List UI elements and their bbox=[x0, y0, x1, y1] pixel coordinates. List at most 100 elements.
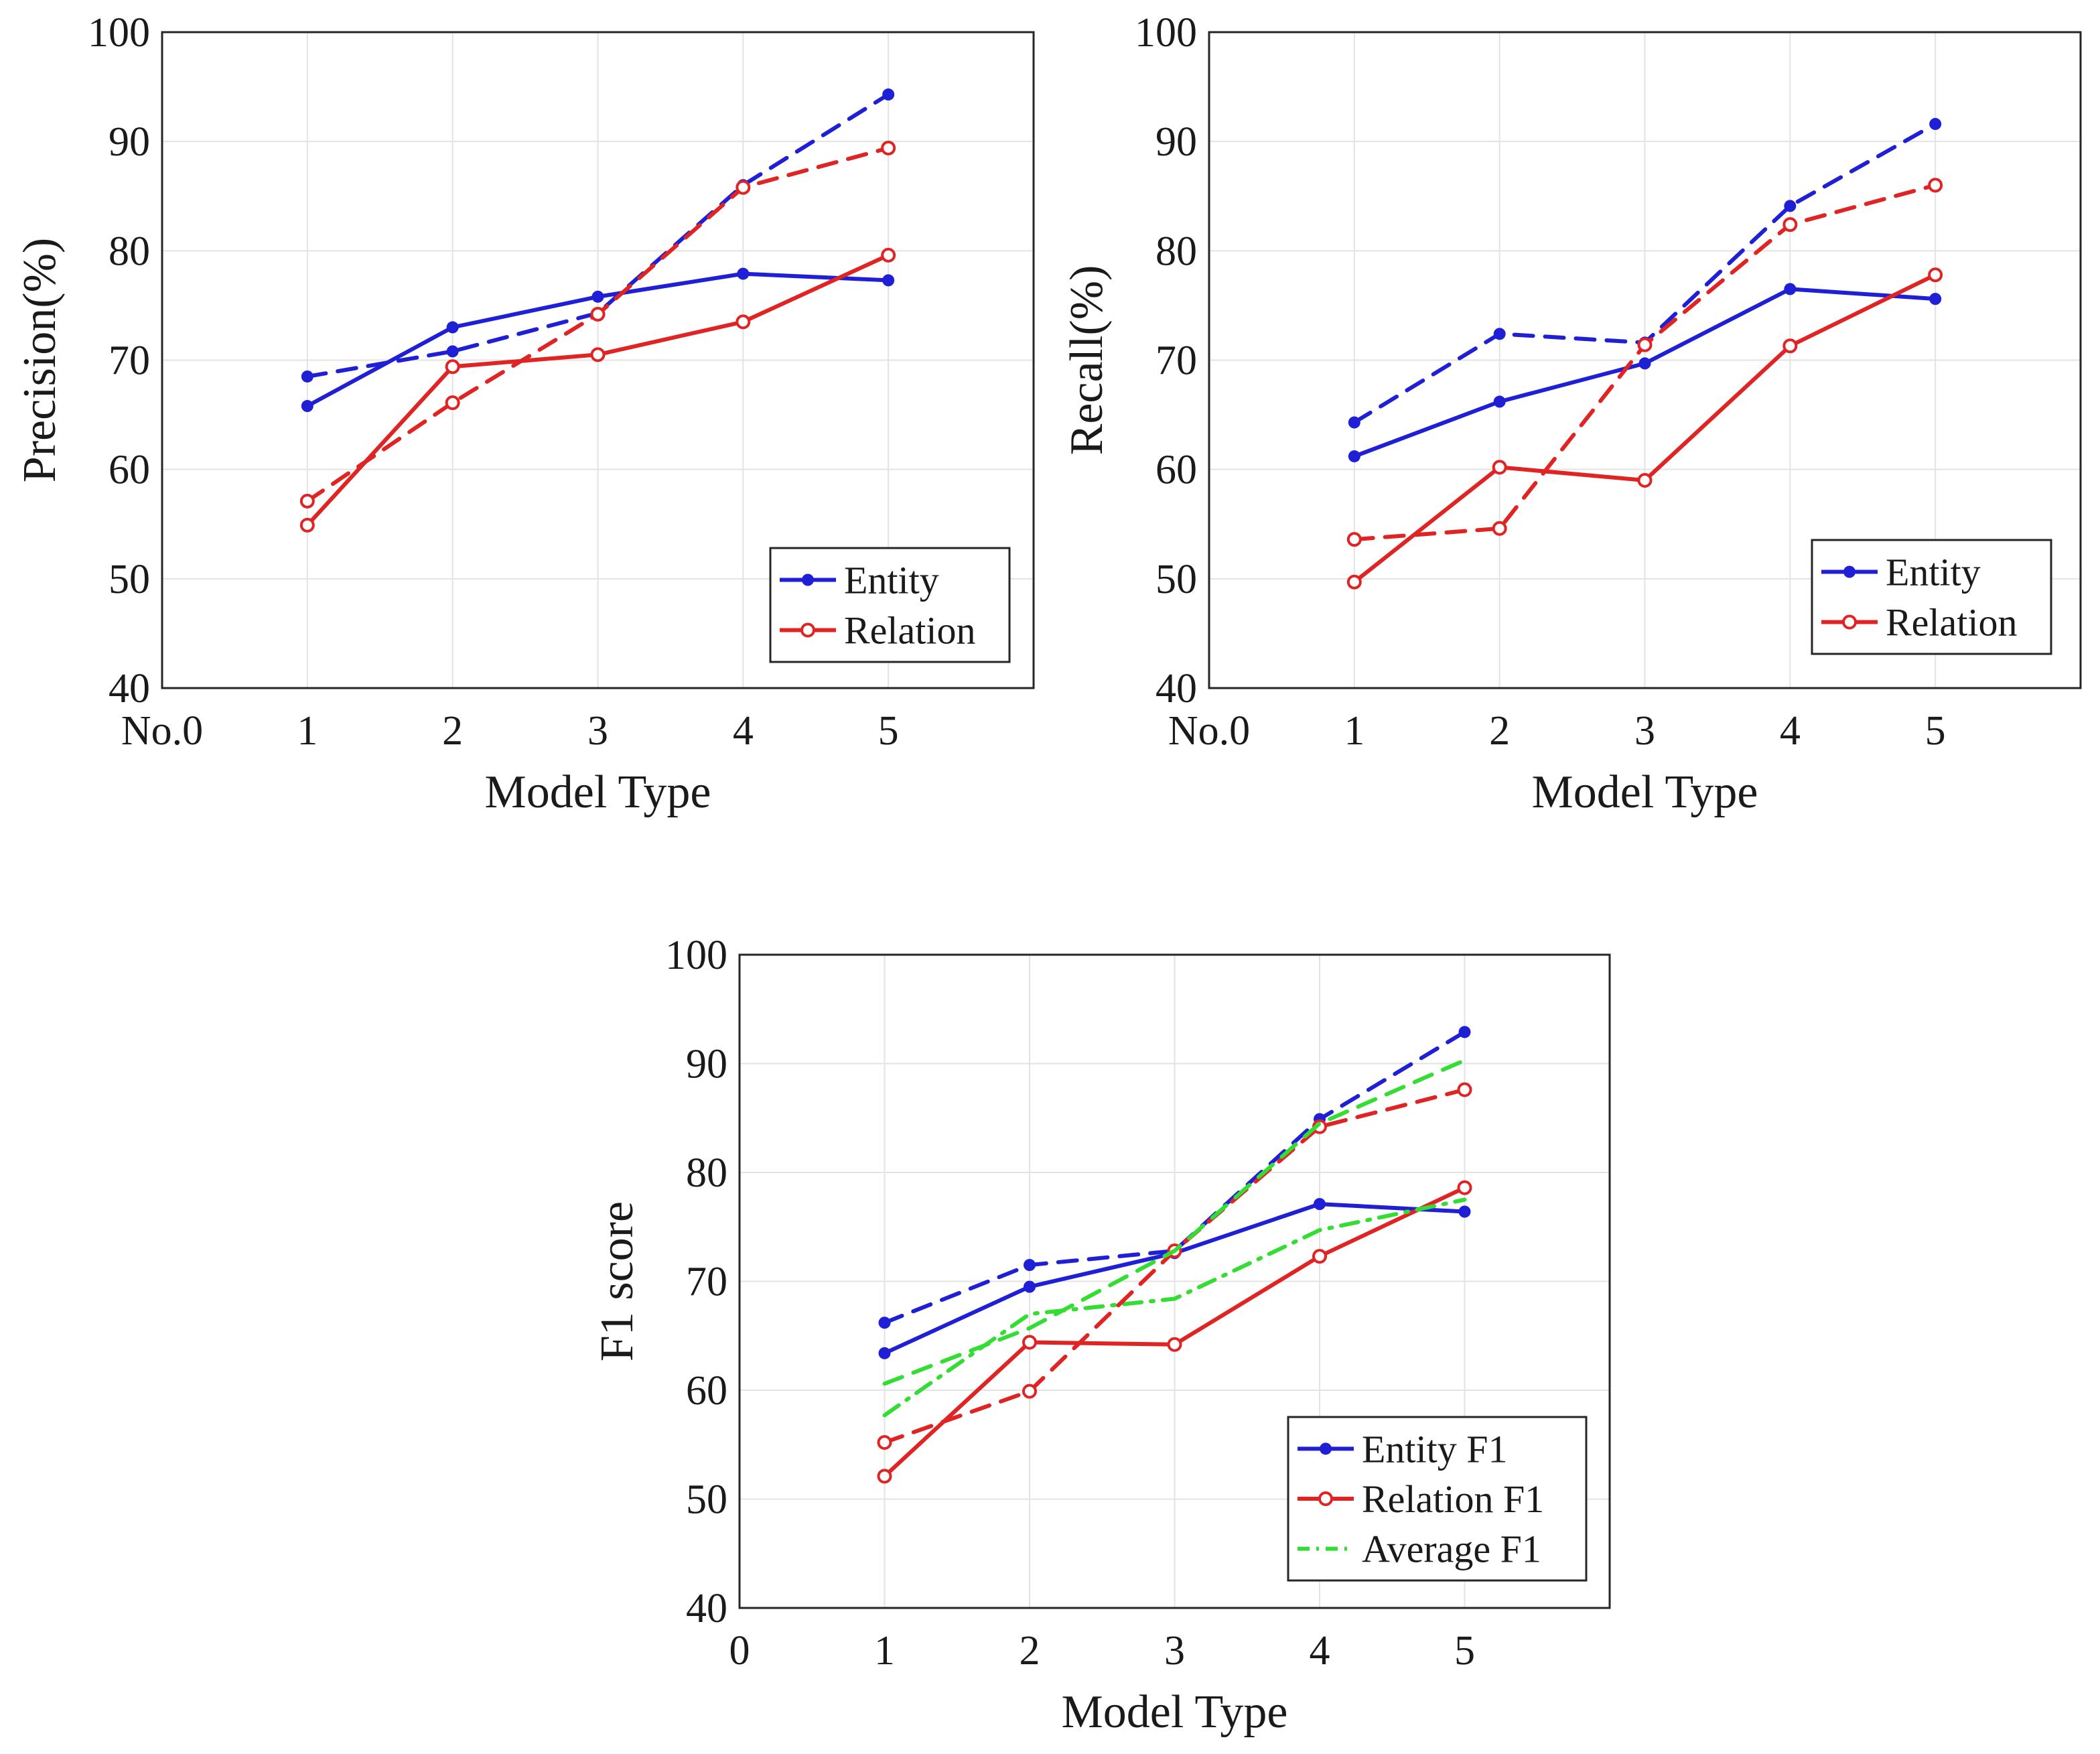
data-point-entity bbox=[882, 274, 895, 287]
series-group bbox=[877, 1026, 1472, 1484]
plot-frame bbox=[738, 953, 1611, 1609]
data-point-relation-dashed bbox=[1782, 217, 1798, 232]
x-axis-label: Model Type bbox=[1532, 766, 1758, 818]
legend-marker-entity-f1 bbox=[1320, 1442, 1332, 1455]
y-tick-label: 90 bbox=[109, 119, 150, 165]
y-axis-label: Precision(%) bbox=[14, 238, 66, 482]
data-point-entity-dashed bbox=[1929, 118, 1942, 131]
data-point-relation bbox=[736, 314, 751, 330]
data-point-entity-dashed bbox=[1493, 328, 1506, 340]
legend-label-average-f1: Average F1 bbox=[1362, 1528, 1541, 1571]
data-point-relation-f1 bbox=[1312, 1249, 1327, 1264]
x-tick-label: 1 bbox=[297, 708, 318, 754]
x-tick-label: 5 bbox=[1454, 1628, 1475, 1674]
legend-label-entity-f1: Entity F1 bbox=[1362, 1427, 1508, 1471]
data-point-relation-f1 bbox=[1167, 1337, 1182, 1352]
legend: Entity F1 Relation F1 Average F1 bbox=[1287, 1416, 1588, 1582]
data-point-entity bbox=[1638, 357, 1651, 370]
data-point-relation-dashed bbox=[445, 395, 460, 411]
data-point-entity bbox=[301, 400, 313, 413]
data-point-relation bbox=[590, 347, 606, 362]
x-tick-label: 3 bbox=[1634, 708, 1655, 754]
data-point-relation bbox=[1637, 472, 1653, 488]
data-point-entity-f1-dashed bbox=[1024, 1259, 1036, 1272]
data-point-entity bbox=[737, 267, 750, 280]
data-point-relation bbox=[445, 359, 460, 375]
data-point-relation-dashed bbox=[1492, 521, 1507, 536]
x-tick-label: 1 bbox=[874, 1628, 895, 1674]
data-point-relation-dashed bbox=[590, 306, 606, 322]
y-tick-label: 80 bbox=[1156, 228, 1197, 274]
y-tick-label: 90 bbox=[686, 1042, 727, 1087]
x-tick-label: 5 bbox=[1925, 708, 1946, 754]
data-point-relation bbox=[1782, 338, 1798, 354]
y-tick-label: 60 bbox=[686, 1368, 727, 1414]
data-point-relation-f1 bbox=[1457, 1180, 1472, 1195]
data-point-entity-dashed bbox=[446, 345, 459, 358]
data-point-entity-dashed bbox=[882, 88, 895, 101]
chart-f1: 40 50 60 70 80 90 100 0 1 2 3 4 5 Model Type F1 score E… bbox=[591, 933, 1611, 1738]
data-point-entity-dashed bbox=[1784, 200, 1797, 212]
x-tick-label: 0 bbox=[729, 1628, 750, 1674]
y-tick-label: 90 bbox=[1156, 119, 1197, 165]
legend-marker-entity bbox=[1843, 565, 1856, 578]
data-point-relation-dashed bbox=[881, 140, 896, 155]
data-point-relation-dashed bbox=[1637, 337, 1653, 352]
chart-recall: 40 50 60 70 80 90 100 No.0 1 2 3 4 5 Model Type Recall… bbox=[1061, 10, 2082, 818]
y-tick-label: 60 bbox=[109, 448, 150, 493]
legend-marker-relation bbox=[800, 622, 815, 638]
y-axis-label: F1 score bbox=[591, 1201, 643, 1361]
data-point-relation-f1 bbox=[877, 1469, 892, 1484]
data-point-entity-f1 bbox=[1458, 1205, 1471, 1218]
legend-box bbox=[769, 547, 1011, 663]
x-axis-label: Model Type bbox=[1062, 1686, 1288, 1738]
legend-marker-relation bbox=[1842, 614, 1857, 630]
data-point-entity-f1 bbox=[1024, 1280, 1036, 1293]
legend-label-relation-f1: Relation F1 bbox=[1362, 1477, 1544, 1521]
data-point-entity-f1 bbox=[1314, 1198, 1326, 1211]
data-point-relation-dashed bbox=[736, 180, 751, 195]
data-point-relation-dashed bbox=[1346, 532, 1362, 547]
data-point-entity bbox=[1929, 293, 1942, 306]
x-tick-label: No.0 bbox=[1168, 708, 1250, 754]
data-point-entity bbox=[1784, 283, 1797, 295]
y-tick-label: 100 bbox=[1135, 10, 1197, 56]
data-point-entity-f1 bbox=[878, 1347, 891, 1359]
x-tick-label: 4 bbox=[1780, 708, 1801, 754]
series-group bbox=[299, 88, 896, 533]
series-group bbox=[1346, 118, 1943, 590]
y-tick-label: 100 bbox=[88, 10, 150, 56]
legend-box bbox=[1811, 539, 2052, 655]
chart-precision: 40 50 60 70 80 90 100 No.0 1 2 3 4 5 Model Type Precis… bbox=[14, 10, 1035, 818]
x-tick-label: 4 bbox=[1310, 1628, 1330, 1674]
x-tick-label: No.0 bbox=[121, 708, 203, 754]
x-tick-label: 4 bbox=[733, 708, 754, 754]
data-point-entity-f1-dashed bbox=[878, 1317, 891, 1329]
data-point-entity-dashed bbox=[1348, 416, 1360, 429]
data-point-entity bbox=[446, 321, 459, 334]
data-point-relation-f1-dashed bbox=[1457, 1082, 1472, 1097]
legend: Entity Relation bbox=[1811, 539, 2052, 655]
series-line-average-f1-dashed bbox=[882, 1058, 1467, 1386]
data-point-relation bbox=[1492, 460, 1507, 475]
y-tick-label: 70 bbox=[1156, 338, 1197, 384]
x-tick-label: 2 bbox=[1489, 708, 1510, 754]
legend-marker-relation-f1 bbox=[1318, 1491, 1333, 1506]
x-tick-label: 3 bbox=[1164, 1628, 1185, 1674]
data-point-relation bbox=[299, 517, 315, 533]
x-tick-label: 2 bbox=[1020, 1628, 1040, 1674]
legend-label-entity: Entity bbox=[1886, 551, 1981, 594]
data-point-entity bbox=[1493, 395, 1506, 408]
legend-label-entity: Entity bbox=[844, 559, 939, 602]
data-point-relation-dashed bbox=[1928, 178, 1943, 193]
legend-label-relation: Relation bbox=[1886, 601, 2018, 645]
x-tick-label: 1 bbox=[1344, 708, 1364, 754]
legend-marker-entity bbox=[802, 574, 814, 586]
plot-frame bbox=[161, 31, 1035, 689]
y-tick-label: 40 bbox=[109, 666, 150, 712]
legend: Entity Relation bbox=[769, 547, 1011, 663]
x-tick-label: 2 bbox=[442, 708, 463, 754]
data-point-entity bbox=[1348, 450, 1360, 463]
data-point-relation-f1-dashed bbox=[1022, 1384, 1037, 1399]
